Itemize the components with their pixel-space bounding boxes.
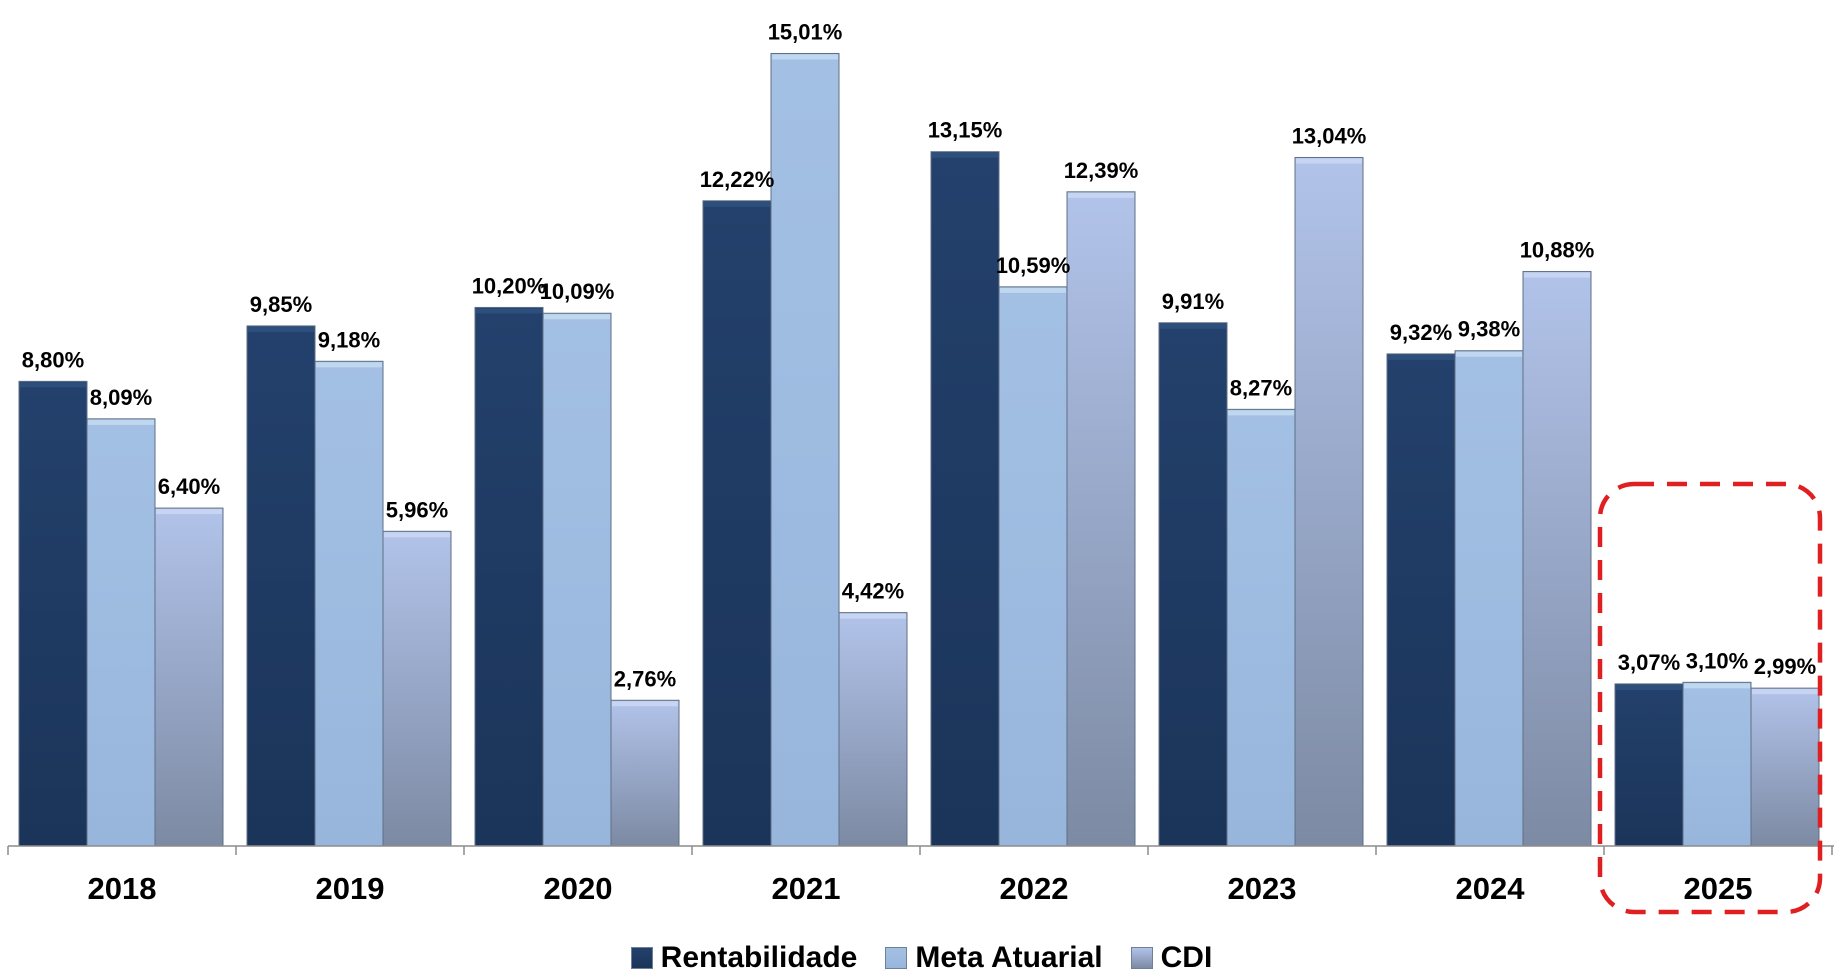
x-tick-label-2018: 2018	[88, 871, 157, 906]
bar-cdi-2025	[1750, 687, 1820, 847]
x-tick-label-2024: 2024	[1456, 871, 1526, 906]
data-label-meta-atuarial-2021: 15,01%	[768, 19, 843, 44]
bar-cap-rentabilidade-2024	[1388, 354, 1454, 360]
bar-cap-rentabilidade-2018	[20, 382, 86, 388]
bar-cap-cdi-2018	[156, 509, 222, 515]
bar-cdi-2022	[1066, 191, 1136, 847]
bar-cap-cdi-2019	[384, 532, 450, 538]
data-label-rentabilidade-2022: 13,15%	[928, 118, 1003, 143]
legend-item-rentabilidade: Rentabilidade	[630, 941, 858, 975]
bar-cap-cdi-2023	[1296, 158, 1362, 164]
bar-rentabilidade-2022	[930, 151, 1000, 847]
legend-item-meta-atuarial: Meta Atuarial	[885, 941, 1103, 975]
data-label-cdi-2023: 13,04%	[1292, 123, 1367, 148]
data-label-rentabilidade-2018: 8,80%	[22, 347, 84, 372]
bar-rentabilidade-2023	[1158, 322, 1228, 847]
x-tick-label-2022: 2022	[1000, 871, 1069, 906]
data-label-rentabilidade-2021: 12,22%	[700, 167, 775, 192]
x-tick-label-2021: 2021	[772, 871, 841, 906]
bar-cap-rentabilidade-2019	[248, 326, 314, 332]
data-label-cdi-2024: 10,88%	[1520, 238, 1595, 263]
data-label-rentabilidade-2019: 9,85%	[250, 292, 312, 317]
legend-swatch-rentabilidade	[630, 947, 653, 969]
data-label-meta-atuarial-2019: 9,18%	[318, 327, 380, 352]
bar-cap-meta-atuarial-2018	[88, 419, 154, 425]
legend: Rentabilidade Meta Atuarial CDI	[0, 938, 1843, 978]
bar-cdi-2024	[1522, 271, 1592, 847]
bar-cap-meta-atuarial-2025	[1684, 683, 1750, 689]
data-label-rentabilidade-2024: 9,32%	[1390, 320, 1452, 345]
bar-cap-meta-atuarial-2023	[1228, 410, 1294, 416]
bar-cap-rentabilidade-2020	[476, 308, 542, 314]
bar-cap-cdi-2022	[1068, 192, 1134, 198]
data-label-cdi-2021: 4,42%	[842, 579, 904, 604]
bar-cdi-2023	[1294, 156, 1364, 847]
legend-swatch-meta-atuarial	[885, 947, 908, 969]
data-label-meta-atuarial-2022: 10,59%	[996, 253, 1071, 278]
bar-meta-atuarial-2019	[314, 360, 384, 847]
x-tick-label-2019: 2019	[316, 871, 385, 906]
bar-cdi-2019	[382, 530, 452, 847]
bar-cap-cdi-2025	[1752, 689, 1818, 695]
data-label-rentabilidade-2020: 10,20%	[472, 273, 547, 298]
bar-meta-atuarial-2024	[1454, 350, 1524, 847]
x-tick-label-2025: 2025	[1684, 871, 1753, 906]
bar-cap-cdi-2024	[1524, 272, 1590, 278]
bar-cdi-2020	[610, 699, 680, 847]
bar-cap-rentabilidade-2022	[932, 152, 998, 158]
bar-rentabilidade-2025	[1614, 683, 1684, 847]
data-label-meta-atuarial-2024: 9,38%	[1458, 317, 1520, 342]
legend-swatch-cdi	[1130, 947, 1153, 969]
data-label-rentabilidade-2025: 3,07%	[1618, 650, 1680, 675]
bar-cap-meta-atuarial-2024	[1456, 351, 1522, 357]
data-label-meta-atuarial-2025: 3,10%	[1686, 648, 1748, 673]
bar-meta-atuarial-2021	[770, 52, 840, 847]
bar-meta-atuarial-2025	[1682, 681, 1752, 847]
legend-label-meta-atuarial: Meta Atuarial	[915, 941, 1103, 974]
bar-cap-cdi-2020	[612, 701, 678, 707]
data-label-cdi-2019: 5,96%	[386, 497, 448, 522]
bar-cdi-2021	[838, 612, 908, 847]
data-label-cdi-2025: 2,99%	[1754, 654, 1816, 679]
bar-cap-meta-atuarial-2021	[772, 54, 838, 60]
legend-item-cdi: CDI	[1130, 941, 1213, 975]
bar-rentabilidade-2019	[246, 325, 316, 847]
highlight-box-2025	[1597, 481, 1823, 915]
bar-rentabilidade-2020	[474, 306, 544, 847]
bar-meta-atuarial-2022	[998, 286, 1068, 847]
bar-cap-rentabilidade-2025	[1616, 684, 1682, 690]
bar-meta-atuarial-2020	[542, 312, 612, 847]
data-label-rentabilidade-2023: 9,91%	[1162, 289, 1224, 314]
bar-cap-rentabilidade-2023	[1160, 323, 1226, 329]
x-tick-label-2020: 2020	[544, 871, 613, 906]
bar-cap-rentabilidade-2021	[704, 201, 770, 207]
bar-cap-meta-atuarial-2020	[544, 314, 610, 320]
x-tick-label-2023: 2023	[1228, 871, 1297, 906]
bar-rentabilidade-2021	[702, 200, 772, 847]
bar-rentabilidade-2018	[18, 380, 88, 847]
data-label-cdi-2018: 6,40%	[158, 474, 220, 499]
bar-meta-atuarial-2023	[1226, 408, 1296, 847]
bar-rentabilidade-2024	[1386, 353, 1456, 847]
legend-label-rentabilidade: Rentabilidade	[660, 941, 858, 974]
bar-cap-cdi-2021	[840, 613, 906, 619]
bar-cap-meta-atuarial-2019	[316, 362, 382, 368]
legend-label-cdi: CDI	[1160, 941, 1213, 974]
bar-cap-meta-atuarial-2022	[1000, 287, 1066, 293]
data-label-cdi-2022: 12,39%	[1064, 158, 1139, 183]
bar-meta-atuarial-2018	[86, 418, 156, 847]
data-label-cdi-2020: 2,76%	[614, 666, 676, 691]
bar-cdi-2018	[154, 507, 224, 847]
data-label-meta-atuarial-2018: 8,09%	[90, 385, 152, 410]
data-label-meta-atuarial-2020: 10,09%	[540, 279, 615, 304]
data-label-meta-atuarial-2023: 8,27%	[1230, 375, 1292, 400]
